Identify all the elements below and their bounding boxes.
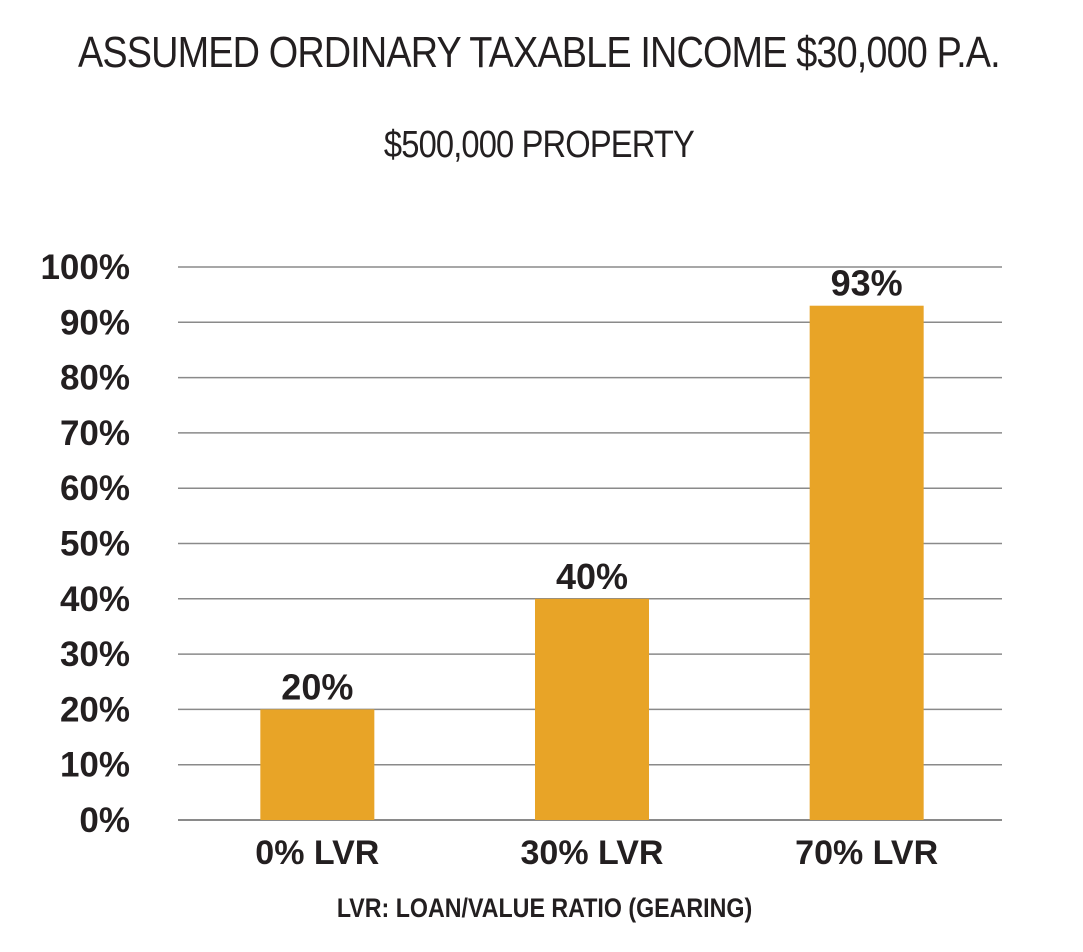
bar-70-lvr <box>809 305 924 821</box>
x-category-label-2: 70% LVR <box>795 834 938 872</box>
bars: 20% 40% 93% <box>260 263 924 821</box>
y-tick-label-60: 60% <box>60 469 130 508</box>
y-tick-label-0: 0% <box>79 801 130 840</box>
y-tick-label-90: 90% <box>60 303 130 342</box>
y-tick-label-20: 20% <box>60 690 130 729</box>
bar-0-lvr <box>260 709 375 820</box>
y-tick-label-10: 10% <box>60 746 130 785</box>
y-tick-label-40: 40% <box>60 580 130 619</box>
x-axis-categories: 0% LVR 30% LVR 70% LVR <box>255 834 938 872</box>
x-category-label-1: 30% LVR <box>521 834 664 872</box>
y-axis-ticks: 0% 10% 20% 30% 40% 50% 60% 70% 80% 90% 100% <box>40 248 130 840</box>
y-tick-label-100: 100% <box>40 248 130 287</box>
y-tick-label-70: 70% <box>60 414 130 453</box>
x-axis-title: LVR: LOAN/VALUE RATIO (GEARING) <box>336 893 753 923</box>
y-tick-label-50: 50% <box>60 525 130 564</box>
chart-title: ASSUMED ORDINARY TAXABLE INCOME $30,000 … <box>77 28 1001 77</box>
data-label-2: 93% <box>831 263 903 304</box>
y-tick-label-80: 80% <box>60 359 130 398</box>
chart-subtitle: $500,000 PROPERTY <box>383 124 695 166</box>
data-label-1: 40% <box>556 556 628 597</box>
bar-30-lvr <box>535 598 649 820</box>
y-tick-label-30: 30% <box>60 635 130 674</box>
x-category-label-0: 0% LVR <box>255 834 379 872</box>
data-label-0: 20% <box>281 666 353 707</box>
